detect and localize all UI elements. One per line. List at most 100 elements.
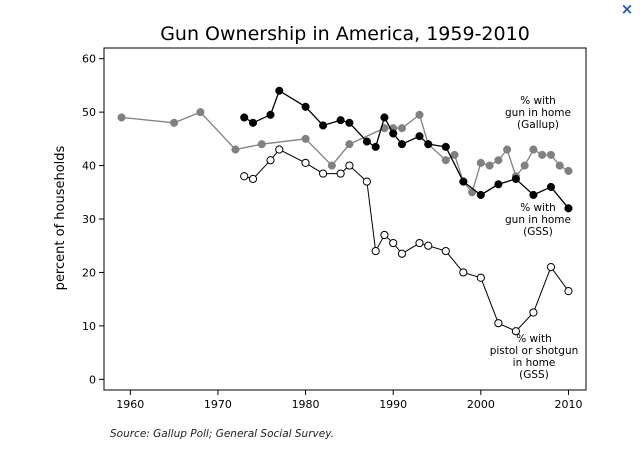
- data-point: [327, 161, 336, 170]
- data-point: [319, 121, 328, 130]
- data-point: [362, 177, 372, 186]
- data-point: [345, 161, 354, 170]
- data-point: [266, 156, 275, 165]
- data-point: [546, 182, 555, 191]
- data-point: [336, 169, 345, 178]
- data-point: [117, 113, 126, 122]
- data-point: [529, 145, 538, 154]
- data-point: [415, 238, 424, 248]
- data-point: [529, 308, 538, 317]
- series-label: % with gun in home (GSS): [505, 202, 571, 238]
- data-point: [301, 134, 310, 143]
- data-point: [450, 150, 459, 159]
- chart-title: Gun Ownership in America, 1959-2010: [160, 23, 530, 45]
- data-point: [397, 249, 407, 258]
- y-axis-label: percent of households: [53, 145, 68, 290]
- data-point: [555, 161, 564, 170]
- data-point: [424, 241, 433, 250]
- data-point: [266, 110, 275, 119]
- data-point: [389, 238, 398, 248]
- data-point: [564, 166, 573, 175]
- data-point: [301, 102, 310, 111]
- data-point: [415, 110, 424, 119]
- data-point: [459, 268, 468, 277]
- series-labels: % with gun in home (Gallup)% with gun in ho…: [490, 95, 579, 381]
- data-point: [345, 140, 354, 149]
- data-point: [546, 262, 556, 272]
- series-label-line: (GSS): [519, 369, 549, 381]
- data-point: [231, 145, 240, 154]
- x-tick-label: 1980: [292, 398, 320, 411]
- data-point: [345, 118, 354, 127]
- data-point: [240, 113, 249, 122]
- x-tick-label: 2000: [467, 398, 495, 411]
- y-tick-label: 40: [82, 160, 96, 173]
- series-label-line: (Gallup): [517, 119, 559, 131]
- data-point: [397, 124, 407, 133]
- data-point: [494, 156, 503, 165]
- data-point: [441, 156, 450, 165]
- data-point: [476, 158, 485, 167]
- data-point: [538, 150, 547, 159]
- series-label-line: gun in home: [505, 214, 571, 226]
- data-point: [564, 204, 573, 213]
- series-label-line: % with: [520, 95, 556, 107]
- x-tick-label: 1970: [204, 398, 232, 411]
- series-label-line: % with: [520, 202, 556, 214]
- series-layer: [117, 86, 573, 336]
- data-point: [257, 140, 266, 149]
- data-point: [485, 161, 494, 170]
- data-point: [275, 86, 284, 95]
- data-point: [240, 172, 249, 181]
- data-point: [476, 273, 485, 282]
- data-point: [248, 174, 258, 184]
- y-tick-label: 60: [82, 53, 96, 66]
- data-point: [336, 116, 345, 125]
- data-point: [494, 319, 503, 328]
- series-label-line: gun in home: [505, 107, 571, 119]
- data-point: [546, 150, 555, 159]
- data-point: [248, 118, 258, 127]
- data-point: [424, 140, 433, 149]
- data-point: [362, 137, 371, 146]
- series-label-line: (GSS): [523, 226, 553, 238]
- data-point: [196, 108, 205, 117]
- data-point: [511, 327, 520, 336]
- series-label: % with gun in home (Gallup): [505, 95, 571, 131]
- data-point: [397, 140, 407, 149]
- data-point: [389, 129, 398, 138]
- data-point: [371, 142, 380, 151]
- series-label-line: in home: [513, 357, 556, 369]
- data-point: [275, 145, 284, 154]
- x-tick-label: 1990: [379, 398, 407, 411]
- data-point: [459, 177, 468, 186]
- y-tick-label: 0: [89, 373, 96, 386]
- data-point: [529, 190, 538, 200]
- x-tick-label: 2010: [554, 398, 582, 411]
- y-tick-label: 10: [82, 320, 96, 333]
- data-point: [503, 145, 512, 154]
- data-point: [170, 118, 179, 127]
- series-label-line: % with: [516, 333, 552, 345]
- data-point: [415, 132, 424, 141]
- data-point: [441, 142, 450, 151]
- series-label: % with pistol or shotgun in home (GSS): [490, 333, 579, 381]
- y-tick-label: 50: [82, 106, 96, 119]
- y-tick-label: 20: [82, 266, 96, 279]
- data-point: [371, 246, 380, 256]
- close-icon[interactable]: ×: [620, 0, 634, 18]
- data-point: [318, 169, 328, 178]
- data-point: [520, 161, 529, 170]
- data-point: [441, 246, 450, 256]
- data-point: [301, 158, 310, 167]
- series-label-line: pistol or shotgun: [490, 345, 579, 357]
- data-point: [380, 113, 389, 122]
- x-tick-label: 1960: [116, 398, 144, 411]
- series-line: [121, 111, 569, 194]
- data-point: [494, 180, 503, 189]
- source-note: Source: Gallup Poll; General Social Surv…: [110, 428, 334, 440]
- data-point: [564, 287, 573, 296]
- data-point: [380, 230, 389, 240]
- data-point: [511, 174, 520, 183]
